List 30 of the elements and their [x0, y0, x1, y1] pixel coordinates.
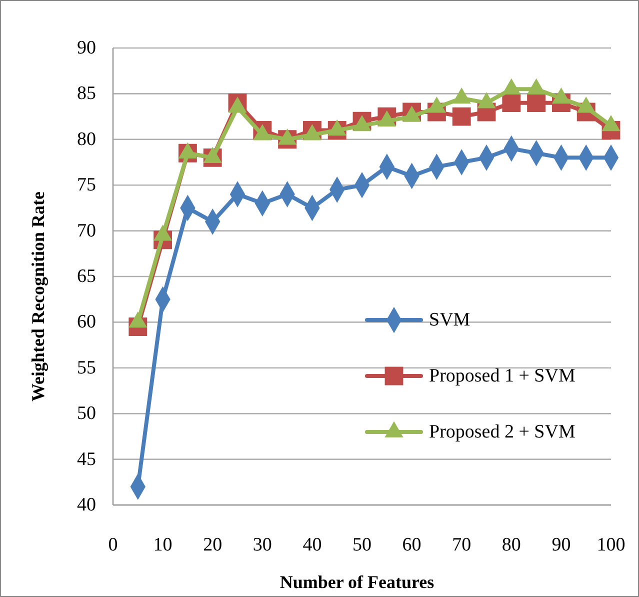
point: [452, 107, 471, 126]
x-tick-label: 30: [252, 534, 272, 556]
y-tick-label: 40: [77, 494, 96, 516]
x-tick-label: 100: [596, 534, 626, 556]
x-tick-label: 80: [502, 534, 521, 556]
point: [502, 94, 521, 112]
y-tick-label: 70: [77, 220, 96, 242]
legend-label: SVM: [429, 310, 470, 330]
x-tick-label: 40: [302, 534, 322, 556]
x-tick-label: 70: [452, 534, 472, 556]
legend-label: Proposed 1 + SVM: [429, 366, 576, 386]
y-tick-label: 50: [77, 403, 96, 424]
x-tick-label: 50: [352, 534, 372, 556]
legend-label: Proposed 2 + SVM: [429, 422, 576, 442]
y-tick-label: 75: [77, 174, 96, 196]
y-tick-label: 60: [77, 312, 96, 333]
x-tick-label: 0: [108, 534, 118, 556]
y-tick-label: 55: [77, 357, 96, 378]
y-tick-label: 45: [77, 448, 96, 470]
x-tick-label: 60: [402, 534, 422, 556]
y-tick-label: 80: [77, 128, 96, 150]
point: [527, 94, 546, 112]
x-axis-title: Number of Features: [280, 572, 434, 592]
y-axis-title: Weighted Recognition Rate: [28, 192, 48, 402]
x-tick-label: 10: [153, 534, 172, 556]
y-tick-label: 65: [77, 266, 96, 287]
y-tick-label: 90: [77, 38, 96, 58]
y-tick-label: 85: [77, 83, 96, 104]
x-tick-label: 20: [203, 534, 222, 556]
x-tick-label: 90: [552, 534, 571, 556]
